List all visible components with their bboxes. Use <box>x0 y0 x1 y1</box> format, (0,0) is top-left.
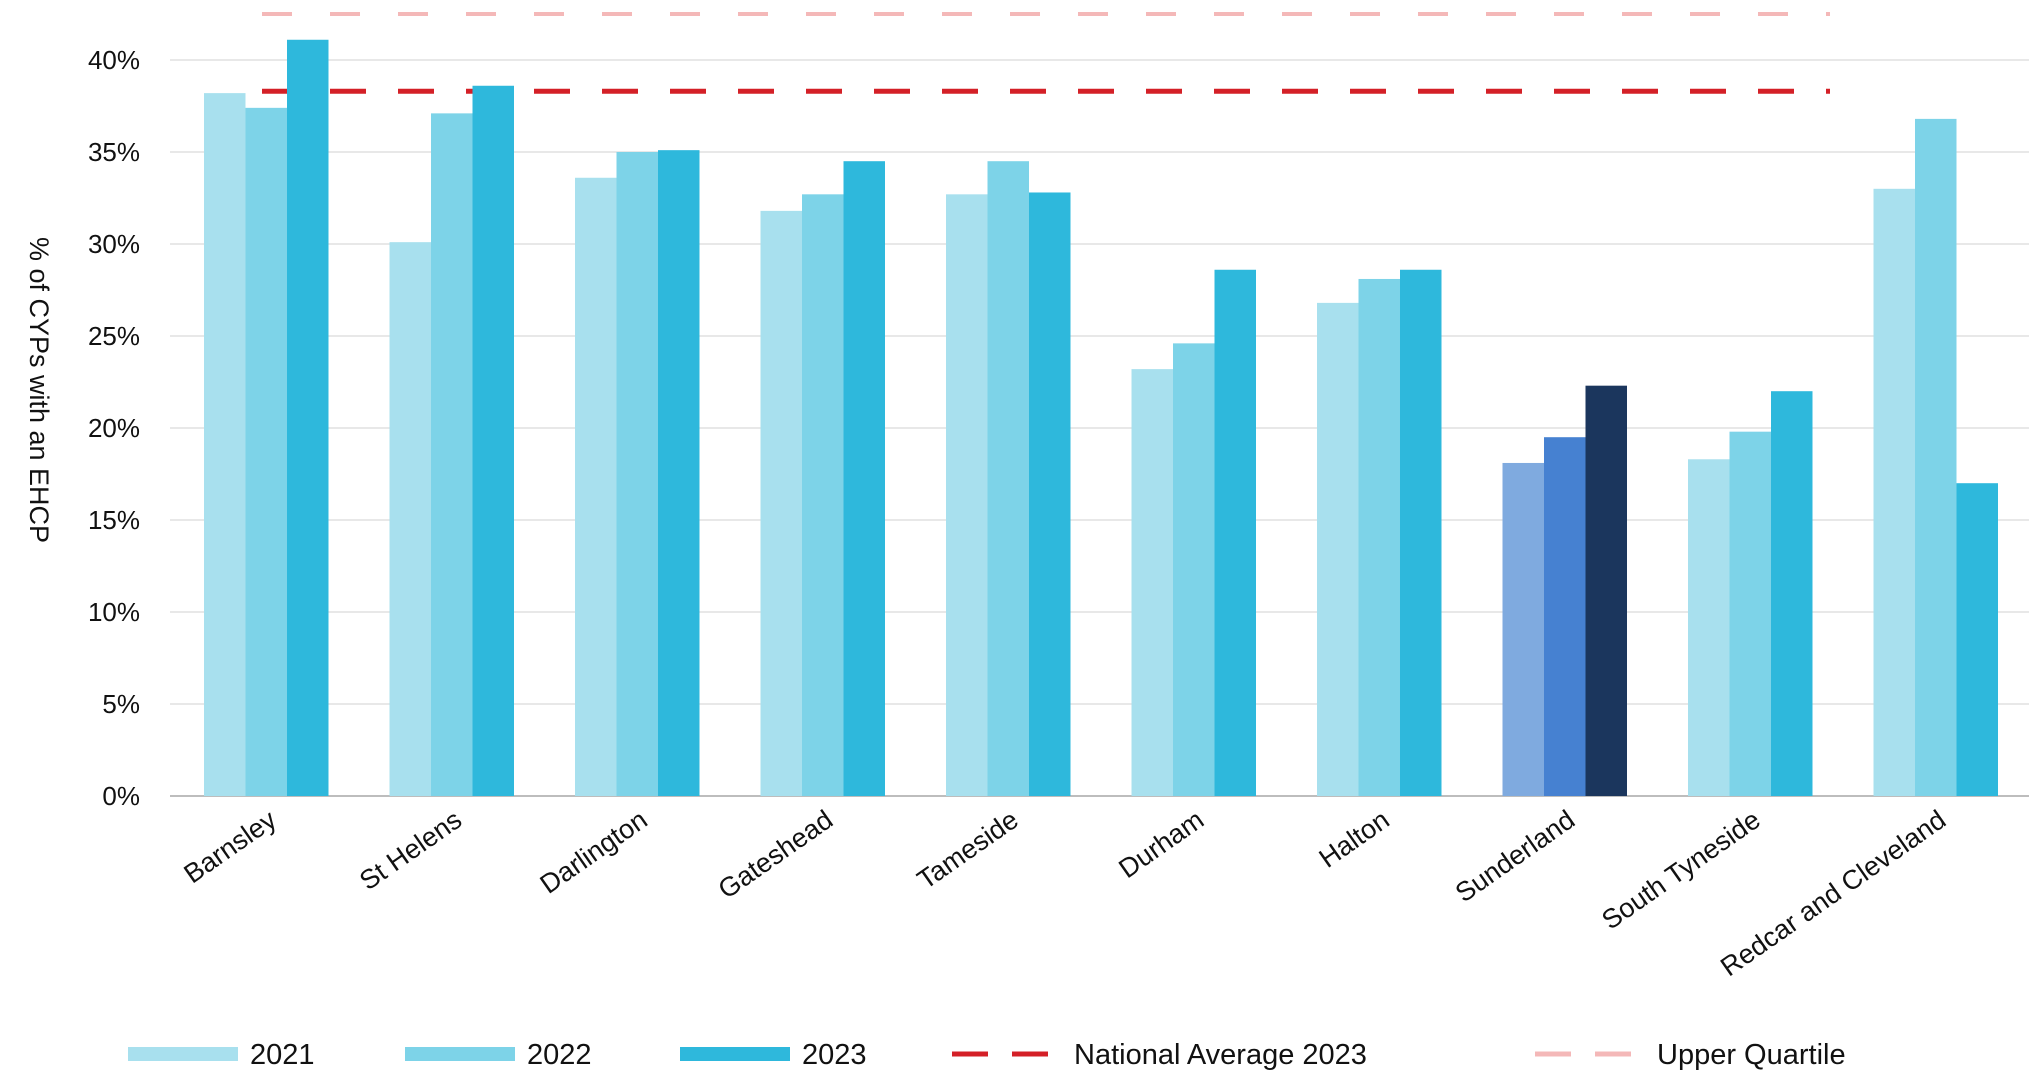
bar <box>616 152 658 796</box>
legend-label: 2023 <box>802 1039 867 1070</box>
legend-label: 2021 <box>250 1039 315 1070</box>
bar <box>1358 278 1400 797</box>
legend-swatch <box>405 1047 515 1061</box>
legend-swatch <box>680 1047 790 1061</box>
y-tick-label: 25% <box>88 321 140 351</box>
bar <box>431 113 473 797</box>
bar <box>1956 483 1998 796</box>
bars <box>204 39 1998 797</box>
legend-label: 2022 <box>527 1039 592 1070</box>
x-category-label: Barnsley <box>178 804 282 889</box>
bar <box>287 39 329 796</box>
bar <box>1502 462 1544 796</box>
bar <box>760 210 802 796</box>
legend-label: National Average 2023 <box>1074 1039 1367 1070</box>
y-tick-label: 20% <box>88 413 140 443</box>
bar <box>204 93 246 797</box>
bar <box>987 161 1029 796</box>
x-axis-categories: Barnsley St Helens Darlington Gateshead Tame… <box>178 804 1951 982</box>
x-category-label: St Helens <box>354 804 467 896</box>
bar <box>1729 431 1771 796</box>
bar <box>1317 302 1359 796</box>
x-category-label: Sunderland <box>1450 804 1580 908</box>
bar <box>1214 269 1256 796</box>
bar <box>1544 437 1586 796</box>
bar <box>1131 369 1173 796</box>
bar <box>575 177 617 796</box>
bar <box>1173 343 1215 796</box>
bar <box>245 107 287 797</box>
bar <box>1915 118 1957 796</box>
y-axis-label: % of CYPs with an EHCP <box>24 237 54 543</box>
bar <box>802 194 844 796</box>
x-category-label: Tameside <box>912 804 1024 895</box>
bar <box>1029 192 1071 797</box>
bar <box>1688 459 1730 796</box>
legend-label: Upper Quartile <box>1657 1039 1846 1070</box>
y-tick-label: 0% <box>102 781 140 811</box>
y-tick-label: 35% <box>88 137 140 167</box>
x-category-label: South Tyneside <box>1596 804 1765 935</box>
bar <box>1771 391 1813 796</box>
x-category-label: Gateshead <box>713 804 838 904</box>
y-tick-label: 15% <box>88 505 140 535</box>
bar <box>1585 385 1627 796</box>
reference-lines <box>262 12 1830 94</box>
bar <box>389 242 431 796</box>
bar <box>658 150 700 796</box>
bar <box>1400 269 1442 796</box>
bar <box>1873 188 1915 797</box>
y-tick-label: 40% <box>88 45 140 75</box>
legend-swatch <box>128 1047 238 1061</box>
y-tick-label: 30% <box>88 229 140 259</box>
y-tick-label: 5% <box>102 689 140 719</box>
x-category-label: Durham <box>1113 804 1209 884</box>
bar <box>946 194 988 796</box>
y-tick-label: 10% <box>88 597 140 627</box>
bar <box>472 85 514 796</box>
x-category-label: Darlington <box>535 804 653 899</box>
bar <box>843 161 885 796</box>
legend: 2021 2022 2023 National Average 2023 Upper Q… <box>128 1039 1846 1070</box>
x-category-label: Halton <box>1314 804 1395 873</box>
y-axis-ticks: 0% 5% 10% 15% 20% 25% 30% 35% 40% <box>88 45 140 811</box>
